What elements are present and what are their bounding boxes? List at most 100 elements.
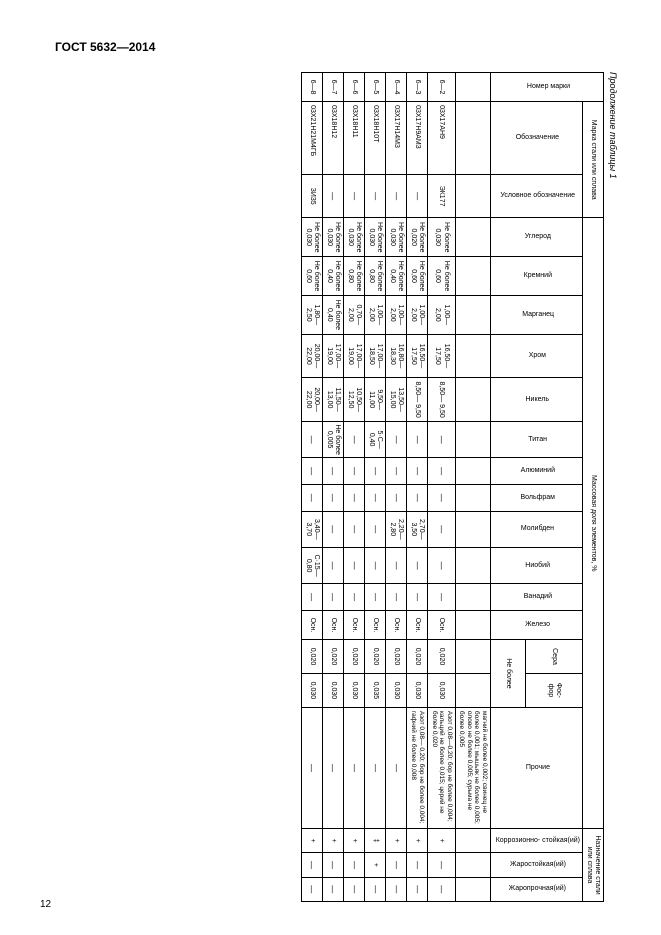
cell-corr: + <box>343 829 364 853</box>
hdr-c: Углерод <box>525 233 551 241</box>
hdr-other: Прочие <box>526 764 550 772</box>
cell-ni: 8,50— 9,50 <box>428 378 455 422</box>
hdr-v: Ванадий <box>524 593 552 601</box>
cell-w: — <box>343 484 364 511</box>
cell-s: 0,020 <box>301 640 322 674</box>
hdr-code: Условное обозначение <box>500 192 575 200</box>
table-container: Продолжение таблицы 1 Номер марки Марка … <box>58 72 618 902</box>
cell-ni: 8,50— 9,50 <box>407 378 428 422</box>
cell-si: Не более 0,60 <box>407 257 428 296</box>
cell-hp: — <box>407 877 428 901</box>
cell-ni: 11,50— 13,00 <box>322 378 343 422</box>
cell-code: — <box>407 174 428 218</box>
cell-c: Не более 0,030 <box>428 218 455 257</box>
cell-nb: — <box>364 547 385 583</box>
limits-row: магний не более 0,002; свинец не более 0… <box>455 73 490 902</box>
cell-al: — <box>301 458 322 485</box>
cell-cr: 16,50— 17,50 <box>428 334 455 378</box>
cell-ti: Не более 0,005 <box>322 421 343 457</box>
cell-other: — <box>343 707 364 828</box>
cell-p: 0,030 <box>343 673 364 707</box>
cell-no: 6—5 <box>364 73 385 102</box>
header-row-1: Номер марки Марка стали или сплава Массо… <box>582 73 603 902</box>
cell-designation: 03Х18Н10Т <box>364 102 385 175</box>
table-row: 6—7 03Х18Н12 — Не более 0,030 Не более 0… <box>322 73 343 902</box>
cell-mn: 1,00— 2,00 <box>364 295 385 334</box>
cell-other: — <box>364 707 385 828</box>
cell-hp: — <box>386 877 407 901</box>
header-row-2: Обозначение Условное обозначение Углерод… <box>525 73 582 902</box>
cell-s: 0,020 <box>343 640 364 674</box>
hdr-nb: Ниобий <box>525 562 550 570</box>
cell-corr: + <box>386 829 407 853</box>
cell-ti: 5·С— 0,40 <box>364 421 385 457</box>
cell-corr: ‡ <box>364 829 385 853</box>
cell-hr: + <box>364 853 385 877</box>
cell-s: 0,020 <box>407 640 428 674</box>
hdr-p: Фос- фор <box>525 673 582 707</box>
cell-si: Не более 0,60 <box>428 257 455 296</box>
cell-hr: — <box>407 853 428 877</box>
cell-si: Не более 0,40 <box>386 257 407 296</box>
cell-w: — <box>386 484 407 511</box>
cell-other: Азот 0,08— 0,20; бор не более 0,004; гаф… <box>407 707 428 828</box>
cell-hr: — <box>428 853 455 877</box>
hdr-mo: Молибден <box>521 525 554 533</box>
cell-w: — <box>301 484 322 511</box>
cell-c: Не более 0,030 <box>301 218 322 257</box>
hdr-cr: Хром <box>529 352 546 360</box>
hdr-mn: Марганец <box>522 311 554 319</box>
cell-hp: — <box>428 877 455 901</box>
hdr-si: Кремний <box>524 272 552 280</box>
cell-c: Не более 0,030 <box>343 218 364 257</box>
cell-c: Не более 0,030 <box>364 218 385 257</box>
cell-cr: 17,00— 18,50 <box>364 334 385 378</box>
cell-v: — <box>428 584 455 611</box>
cell-nb: — <box>386 547 407 583</box>
cell-designation: 03Х18Н12 <box>322 102 343 175</box>
cell-ni: 10,50— 12,50 <box>343 378 364 422</box>
cell-s: 0,020 <box>364 640 385 674</box>
cell-ti: — <box>343 421 364 457</box>
cell-fe: Осн. <box>428 610 455 639</box>
cell-p: 0,030 <box>407 673 428 707</box>
table-row: 6—3 03Х17Н9АМ3 — Не более 0,020 Не более… <box>407 73 428 902</box>
table-caption: Продолжение таблицы 1 <box>608 72 618 902</box>
hdr-brand-group: Марка стали или сплава <box>582 102 603 218</box>
cell-si: Не более 0,60 <box>301 257 322 296</box>
cell-nb: — <box>407 547 428 583</box>
cell-al: — <box>428 458 455 485</box>
cell-nb: — <box>322 547 343 583</box>
cell-fe: Осн. <box>407 610 428 639</box>
hdr-not-more: Не более <box>490 640 525 708</box>
cell-mo: 2,20— 2,80 <box>386 511 407 547</box>
cell-v: — <box>386 584 407 611</box>
hdr-hp: Жаропрочная(ий) <box>509 885 566 893</box>
cell-designation: 03Х21Н21М4ГБ <box>301 102 322 175</box>
cell-ni: 13,50— 15,00 <box>386 378 407 422</box>
cell-v: — <box>364 584 385 611</box>
cell-al: — <box>343 458 364 485</box>
hdr-fe: Железо <box>525 621 550 629</box>
table-row: 6—4 03Х17Н14М3 — Не более 0,030 Не более… <box>386 73 407 902</box>
cell-ni: 20,00— 22,00 <box>301 378 322 422</box>
cell-w: — <box>364 484 385 511</box>
cell-fe: Осн. <box>322 610 343 639</box>
hdr-s: Сера <box>525 640 582 674</box>
cell-ti: — <box>386 421 407 457</box>
cell-corr: + <box>322 829 343 853</box>
cell-other: — <box>386 707 407 828</box>
cell-c: Не более 0,020 <box>407 218 428 257</box>
table-row: 6—5 03Х18Н10Т — Не более 0,030 Не более … <box>364 73 385 902</box>
cell-mo: — <box>364 511 385 547</box>
cell-hp: — <box>343 877 364 901</box>
cell-ti: — <box>301 421 322 457</box>
page-number: 12 <box>40 899 51 910</box>
cell-mo: — <box>343 511 364 547</box>
cell-corr: + <box>428 829 455 853</box>
cell-p: 0,030 <box>428 673 455 707</box>
cell-fe: Осн. <box>386 610 407 639</box>
cell-no: 6—6 <box>343 73 364 102</box>
cell-p: 0,030 <box>322 673 343 707</box>
hdr-ni: Никель <box>526 396 550 404</box>
